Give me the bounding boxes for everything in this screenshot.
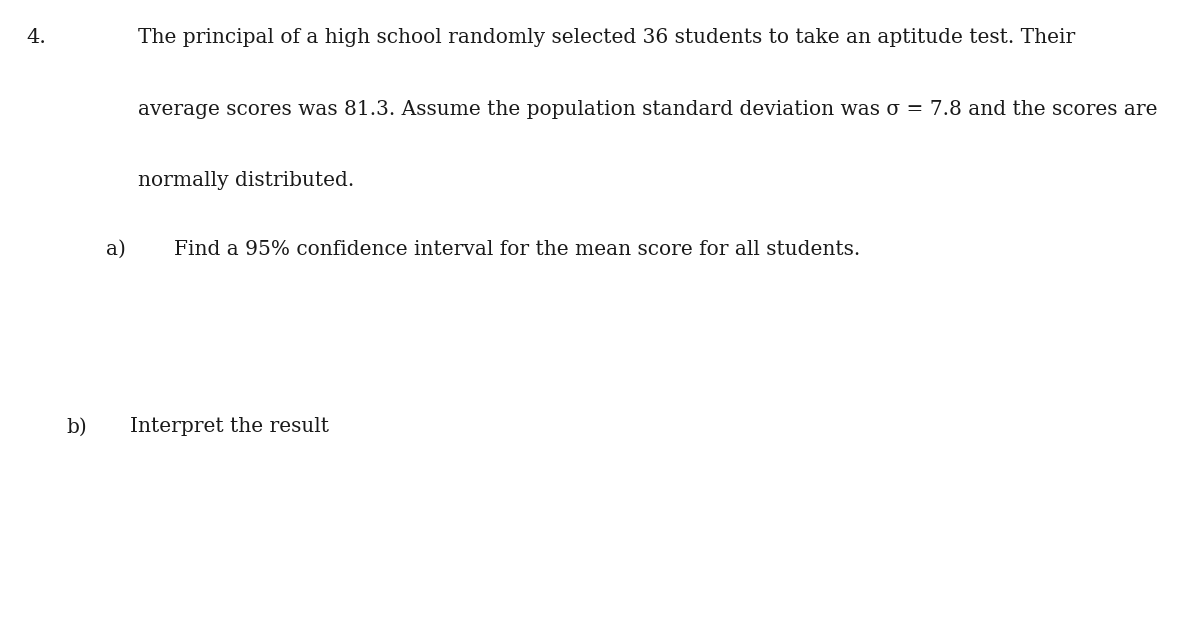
Text: average scores was 81.3. Assume the population standard deviation was σ = 7.8 an: average scores was 81.3. Assume the popu… [138, 100, 1158, 118]
Text: b): b) [66, 417, 86, 436]
Text: Find a 95% confidence interval for the mean score for all students.: Find a 95% confidence interval for the m… [174, 240, 860, 259]
Text: 4.: 4. [26, 28, 47, 47]
Text: The principal of a high school randomly selected 36 students to take an aptitude: The principal of a high school randomly … [138, 28, 1075, 47]
Text: Interpret the result: Interpret the result [130, 417, 329, 436]
Text: a): a) [106, 240, 126, 259]
Text: normally distributed.: normally distributed. [138, 171, 354, 190]
